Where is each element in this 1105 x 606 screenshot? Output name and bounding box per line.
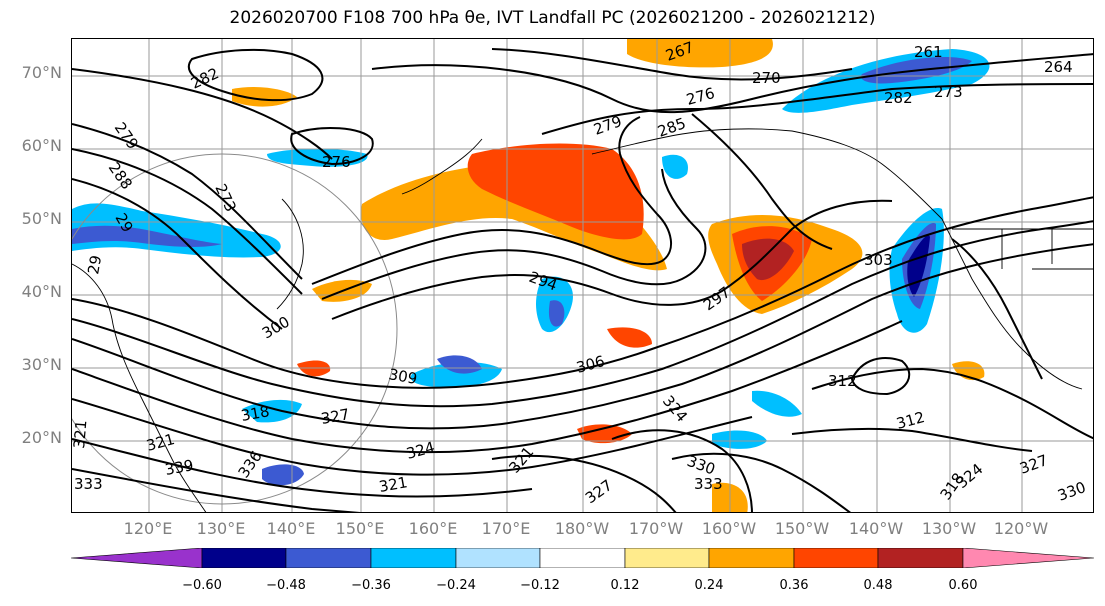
negative-anomaly-extreme [907, 235, 930, 297]
colorbar-tick: 0.48 [863, 578, 893, 593]
colorbar-segment [877, 548, 964, 568]
contour-label: 318 [240, 402, 271, 425]
lon-label-170w: 170°W [628, 519, 684, 538]
map-canvas: 282 267 261 264 270 276 273 282 279 285 … [72, 39, 1093, 512]
contour-label: 29 [84, 254, 105, 276]
colorbar-segment [708, 548, 795, 568]
contour-label: 333 [74, 475, 103, 493]
contour-label: 297 [700, 283, 734, 314]
colorbar-segment [539, 548, 626, 568]
positive-anomaly-core [467, 143, 644, 240]
positive-anomaly-region [577, 424, 632, 444]
contour-label: 321 [378, 473, 409, 496]
colorbar-tick: 0.36 [779, 578, 809, 593]
negative-anomaly-region [437, 355, 482, 374]
contour-label: 327 [582, 476, 616, 507]
contour-label: 276 [684, 84, 716, 109]
positive-anomaly-region [627, 39, 773, 68]
colorbar-tick: −0.36 [351, 578, 391, 593]
lat-label-30n: 30°N [21, 355, 62, 374]
contour-label: 282 [884, 89, 913, 107]
negative-anomaly-region [752, 390, 802, 417]
colorbar-segment [71, 548, 203, 568]
lon-label-130e: 130°E [196, 519, 246, 538]
colorbar-tick: −0.60 [182, 578, 222, 593]
lon-label-120e: 120°E [123, 519, 173, 538]
contour-label: 273 [211, 181, 239, 215]
contour-label: 321 [72, 419, 90, 449]
coastlines [72, 128, 1093, 512]
theta-e-contours [72, 48, 1093, 512]
contour-label: 312 [828, 372, 857, 390]
contour-label: 270 [752, 69, 781, 87]
lon-label-180w: 180°W [554, 519, 610, 538]
contour-label: 300 [259, 313, 293, 343]
lon-label-150e: 150°E [335, 519, 385, 538]
negative-anomaly-region [242, 399, 302, 423]
contour-label: 333 [694, 475, 723, 493]
negative-anomaly-core [548, 300, 565, 327]
colorbar-segment [962, 548, 1094, 568]
graticule [72, 39, 1093, 512]
negative-anomaly-region [72, 203, 281, 258]
positive-anomaly-region [232, 86, 297, 107]
colorbar-segment [285, 548, 372, 568]
negative-anomaly-region [712, 430, 767, 449]
contour-label: 330 [1055, 478, 1088, 505]
contour-label: 312 [894, 408, 926, 433]
colorbar-tick: 0.60 [948, 578, 978, 593]
negative-anomaly-region [662, 154, 688, 179]
contour-label: 288 [105, 159, 136, 193]
colorbar-segment [793, 548, 879, 568]
contour-label: 261 [914, 43, 943, 61]
map-title: 2026020700 F108 700 hPa θe, IVT Landfall… [229, 8, 876, 28]
colorbar-tick: −0.48 [266, 578, 306, 593]
lat-label-20n: 20°N [21, 428, 62, 447]
positive-anomaly-extreme [742, 238, 794, 281]
colorbar-tick: 0.12 [610, 578, 640, 593]
colorbar-tick: 0.24 [694, 578, 724, 593]
lat-label-60n: 60°N [21, 136, 62, 155]
colorbar-tick: −0.12 [520, 578, 560, 593]
contour-label: 309 [387, 365, 418, 388]
contour-label: 273 [934, 83, 963, 101]
lon-label-120w: 120°W [993, 519, 1049, 538]
contour-label: 327 [320, 405, 351, 428]
contour-label: 285 [655, 114, 688, 141]
colorbar-segment [455, 548, 541, 568]
map-panel: 282 267 261 264 270 276 273 282 279 285 … [71, 38, 1094, 513]
lat-label-70n: 70°N [21, 63, 62, 82]
lat-label-40n: 40°N [21, 282, 62, 301]
contour-label: 324 [659, 392, 691, 426]
colorbar [71, 548, 1094, 568]
colorbar-segments [71, 548, 1094, 568]
contour-label: 306 [574, 352, 606, 377]
positive-anomaly-region [607, 327, 652, 348]
lon-label-150w: 150°W [774, 519, 830, 538]
contour-label: 336 [235, 448, 266, 482]
contour-label: 264 [1044, 58, 1073, 76]
lon-label-130w: 130°W [921, 519, 977, 538]
lon-label-160e: 160°E [408, 519, 458, 538]
colorbar-tick: −0.24 [436, 578, 476, 593]
colorbar-segment [370, 548, 457, 568]
contour-label: 279 [111, 119, 142, 153]
colorbar-segment [201, 548, 287, 568]
lon-label-140w: 140°W [848, 519, 904, 538]
lat-label-50n: 50°N [21, 209, 62, 228]
lon-label-140e: 140°E [266, 519, 316, 538]
lon-label-170e: 170°E [481, 519, 531, 538]
negative-anomaly-region [262, 464, 304, 486]
contour-label: 339 [164, 456, 195, 479]
contour-label: 303 [864, 251, 893, 269]
contour-label: 276 [322, 153, 351, 171]
contour-label: 279 [591, 112, 624, 139]
contour-label: 324 [404, 438, 436, 463]
lon-label-160w: 160°W [701, 519, 757, 538]
colorbar-segment [624, 548, 710, 568]
contour-label: 294 [527, 268, 560, 295]
